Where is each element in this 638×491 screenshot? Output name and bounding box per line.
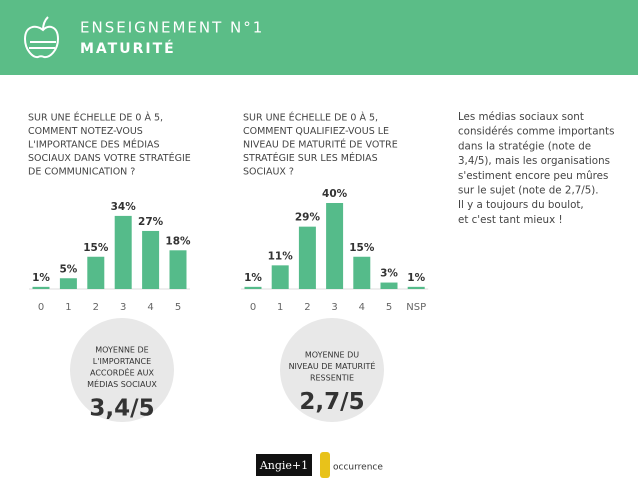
bar — [142, 230, 160, 289]
value-label: 40% — [322, 188, 348, 200]
category-label: 1 — [277, 302, 283, 313]
chart-title: SOCIAUX DANS VOTRE STRATÉGIE — [28, 152, 191, 164]
chart-title: COMMENT NOTEZ-VOUS — [28, 126, 143, 137]
chart-title: SUR UNE ÉCHELLE DE 0 À 5, — [28, 112, 163, 124]
chart-title: SOCIAUX ? — [243, 167, 294, 178]
bar — [87, 256, 105, 289]
chart-title: L'IMPORTANCE DES MÉDIAS — [28, 139, 160, 151]
average-label: ACCORDÉE AUX — [90, 367, 155, 378]
chart-title: COMMENT QUALIFIEZ-VOUS LE — [243, 126, 389, 137]
logo: Angie+1 — [259, 459, 308, 472]
value-label: 15% — [349, 242, 375, 254]
average-value: 2,7/5 — [299, 389, 364, 415]
category-label: 2 — [93, 302, 99, 313]
note-line: Les médias sociaux sont — [458, 111, 584, 123]
bar — [380, 282, 398, 289]
category-label: 0 — [250, 302, 256, 313]
category-label: 2 — [304, 302, 310, 313]
header-band — [0, 0, 638, 75]
bar — [271, 265, 289, 289]
bar — [32, 286, 50, 289]
bar — [353, 256, 371, 289]
bar — [114, 215, 132, 289]
average-circle — [70, 318, 174, 422]
value-label: 1% — [407, 272, 425, 284]
value-label: 11% — [268, 250, 294, 262]
header-title: MATURITÉ — [80, 40, 176, 57]
apple-icon — [23, 16, 60, 59]
logo: occurrence — [333, 463, 383, 473]
chart-title: STRATÉGIE SUR LES MÉDIAS — [243, 152, 378, 164]
average-label: RESSENTIE — [310, 374, 354, 383]
value-label: 18% — [165, 235, 191, 247]
average-value: 3,4/5 — [89, 396, 154, 422]
note-line: 3,4/5), mais les organisations — [458, 155, 610, 167]
average-label: MOYENNE DE — [95, 346, 148, 355]
value-label: 15% — [83, 242, 109, 254]
category-label: NSP — [406, 302, 426, 313]
note-line: dans la stratégie (note de — [458, 140, 591, 152]
logo-mark — [320, 452, 330, 478]
note-line: Il y a toujours du boulot, — [458, 199, 584, 211]
category-label: 3 — [331, 302, 337, 313]
category-label: 3 — [120, 302, 126, 313]
chart-title: NIVEAU DE MATURITÉ DE VOTRE — [243, 139, 398, 151]
value-label: 1% — [32, 272, 50, 284]
average-label: NIVEAU DE MATURITÉ — [289, 360, 376, 371]
category-label: 0 — [38, 302, 44, 313]
average-label: MOYENNE DU — [305, 351, 359, 360]
category-label: 5 — [175, 302, 181, 313]
average-circle — [280, 318, 384, 422]
logo-box — [256, 454, 312, 476]
category-label: 5 — [386, 302, 392, 313]
value-label: 34% — [111, 201, 137, 213]
value-label: 5% — [59, 263, 77, 275]
category-label: 4 — [147, 302, 153, 313]
note-line: sur le sujet (note de 2,7/5). — [458, 185, 599, 197]
value-label: 3% — [380, 268, 398, 280]
bar — [59, 278, 77, 289]
value-label: 1% — [244, 272, 262, 284]
note-line: considérés comme importants — [458, 126, 614, 138]
chart-title: DE COMMUNICATION ? — [28, 167, 135, 178]
bar — [298, 226, 316, 289]
category-label: 4 — [359, 302, 365, 313]
category-label: 1 — [65, 302, 71, 313]
value-label: 29% — [295, 212, 321, 224]
average-label: L'IMPORTANCE — [93, 357, 151, 366]
average-label: MÉDIAS SOCIAUX — [87, 378, 157, 389]
note-line: et c'est tant mieux ! — [458, 214, 563, 226]
header-kicker: ENSEIGNEMENT N°1 — [80, 19, 264, 37]
bar — [169, 250, 187, 289]
bar — [244, 286, 262, 289]
bar — [407, 286, 425, 289]
note-line: s'estiment encore peu mûres — [458, 170, 608, 182]
chart-title: SUR UNE ÉCHELLE DE 0 À 5, — [243, 112, 378, 124]
value-label: 27% — [138, 216, 164, 228]
bar — [326, 203, 344, 289]
